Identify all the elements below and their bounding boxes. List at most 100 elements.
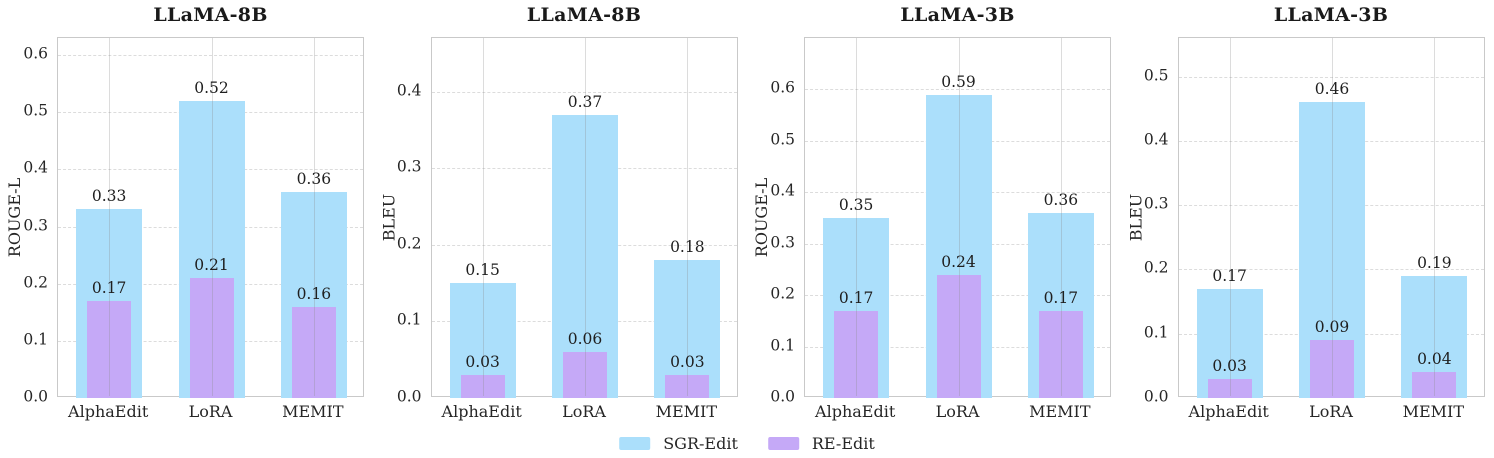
x-tick-label-alphaedit: AlphaEdit: [68, 402, 149, 421]
y-tick-label: 0.3: [770, 233, 795, 252]
y-tick-label: 0.4: [1143, 130, 1169, 149]
h-gridline: [431, 91, 737, 93]
chart-panel-llama-3b-bleu: LLaMA-3B BLEU 0.17 0.03 0.46 0.09 0.19 0.04 0.0 0…: [1121, 0, 1494, 458]
x-tick-label-alphaedit: AlphaEdit: [1188, 402, 1269, 421]
value-label-sgr-edit: 0.37: [567, 92, 603, 111]
y-tick-label: 0.1: [23, 330, 48, 349]
chart-panel-llama-8b-rouge-l: LLaMA-8B ROUGE-L 0.33 0.17 0.52 0.21 0.36 0.16 0…: [0, 0, 374, 458]
bar-re-edit-lora: [189, 278, 234, 398]
x-tick-label-lora: LoRA: [935, 402, 980, 421]
value-label-sgr-edit: 0.15: [465, 261, 500, 280]
chart-title: LLaMA-8B: [153, 4, 268, 26]
y-tick-label: 0.1: [1143, 323, 1169, 342]
y-tick-label: 0.4: [770, 181, 795, 200]
x-tick-label-memit: MEMIT: [1402, 402, 1465, 421]
x-tick-label-memit: MEMIT: [1029, 402, 1091, 421]
y-tick-label: 0.1: [396, 310, 422, 329]
bar-re-edit-lora: [1310, 340, 1354, 398]
value-label-sgr-edit: 0.52: [194, 78, 229, 97]
y-tick-label: 0.6: [770, 78, 795, 97]
y-tick-label: 0.2: [23, 273, 48, 292]
y-tick-label: 0.6: [23, 44, 48, 63]
x-tick-label-memit: MEMIT: [655, 402, 718, 421]
value-label-re-edit: 0.03: [1212, 356, 1247, 375]
v-gridline: [1229, 38, 1231, 396]
x-tick-label-lora: LoRA: [1309, 402, 1353, 421]
y-tick-label: 0.2: [770, 284, 795, 303]
plot-area: 0.15 0.03 0.37 0.06 0.18 0.03: [430, 37, 738, 398]
chart-title: LLaMA-3B: [900, 4, 1015, 26]
value-label-re-edit: 0.16: [296, 284, 332, 303]
bar-sgr-edit-memit: [654, 260, 721, 398]
bar-re-edit-alphaedit: [834, 310, 879, 398]
x-tick-label-alphaedit: AlphaEdit: [815, 402, 896, 421]
value-label-re-edit: 0.24: [941, 252, 976, 271]
value-label-sgr-edit: 0.33: [91, 187, 127, 206]
v-gridline: [1060, 38, 1062, 396]
y-tick-label: 0.3: [396, 157, 422, 176]
y-tick-label: 0.2: [396, 234, 422, 253]
bar-re-edit-memit: [665, 375, 710, 398]
bar-re-edit-lora: [936, 274, 981, 398]
legend: SGR-Edit RE-Edit: [619, 434, 875, 453]
chart-title: LLaMA-3B: [1273, 4, 1389, 26]
legend-swatch: [619, 437, 651, 450]
bar-re-edit-alphaedit: [87, 300, 132, 398]
x-tick-label-memit: MEMIT: [282, 402, 344, 421]
value-label-re-edit: 0.17: [1043, 288, 1079, 307]
v-gridline: [856, 38, 858, 396]
bar-re-edit-memit: [291, 306, 336, 398]
value-label-sgr-edit: 0.19: [1417, 253, 1452, 272]
y-tick-label: 0.0: [1143, 387, 1169, 406]
value-label-sgr-edit: 0.36: [296, 170, 332, 189]
y-tick-label: 0.5: [770, 130, 795, 149]
chart-panel-llama-3b-rouge-l: LLaMA-3B ROUGE-L 0.35 0.17 0.59 0.24 0.36 0.17 0…: [747, 0, 1121, 458]
y-tick-label: 0.1: [770, 336, 795, 355]
value-label-sgr-edit: 0.46: [1314, 80, 1350, 99]
v-gridline: [482, 38, 484, 396]
value-label-sgr-edit: 0.17: [1212, 266, 1247, 285]
legend-item-sgr-edit: SGR-Edit: [619, 434, 738, 453]
v-gridline: [211, 38, 213, 396]
bar-re-edit-alphaedit: [1207, 378, 1252, 398]
h-gridline: [58, 55, 363, 57]
x-tick-label-alphaedit: AlphaEdit: [441, 402, 522, 421]
value-label-sgr-edit: 0.59: [941, 72, 976, 91]
value-label-re-edit: 0.03: [465, 353, 500, 372]
y-tick-label: 0.4: [23, 158, 48, 177]
legend-label: RE-Edit: [811, 434, 875, 453]
v-gridline: [958, 38, 960, 396]
plot-area: 0.17 0.03 0.46 0.09 0.19 0.04: [1177, 37, 1485, 398]
bar-sgr-edit-lora: [552, 114, 618, 398]
legend-item-re-edit: RE-Edit: [767, 434, 875, 453]
y-tick-label: 0.5: [1143, 66, 1169, 85]
y-tick-label: 0.2: [1143, 258, 1169, 277]
h-gridline: [805, 89, 1110, 91]
bar-re-edit-memit: [1412, 372, 1457, 398]
value-label-sgr-edit: 0.36: [1043, 190, 1079, 209]
v-gridline: [1434, 38, 1436, 396]
value-label-re-edit: 0.03: [670, 353, 705, 372]
legend-label: SGR-Edit: [663, 434, 738, 453]
y-tick-label: 0.5: [23, 101, 48, 120]
value-label-re-edit: 0.04: [1417, 350, 1452, 369]
value-label-sgr-edit: 0.18: [670, 238, 705, 257]
bar-re-edit-alphaedit: [460, 375, 505, 398]
y-tick-label: 0.0: [396, 387, 422, 406]
chart-title: LLaMA-8B: [526, 4, 642, 26]
y-tick-label: 0.3: [1143, 194, 1169, 213]
v-gridline: [313, 38, 315, 396]
x-tick-label-lora: LoRA: [562, 402, 606, 421]
value-label-re-edit: 0.17: [838, 288, 874, 307]
y-axis-label-text: BLEU: [379, 193, 399, 241]
y-tick-label: 0.4: [396, 81, 422, 100]
value-label-re-edit: 0.17: [91, 278, 127, 297]
v-gridline: [1332, 38, 1333, 396]
y-axis-label: BLEU: [1125, 37, 1147, 397]
value-label-re-edit: 0.09: [1314, 318, 1350, 337]
plot-area: 0.35 0.17 0.59 0.24 0.36 0.17: [804, 37, 1111, 398]
legend-swatch: [767, 437, 799, 450]
y-tick-label: 0.3: [23, 216, 48, 235]
value-label-sgr-edit: 0.35: [838, 196, 874, 214]
